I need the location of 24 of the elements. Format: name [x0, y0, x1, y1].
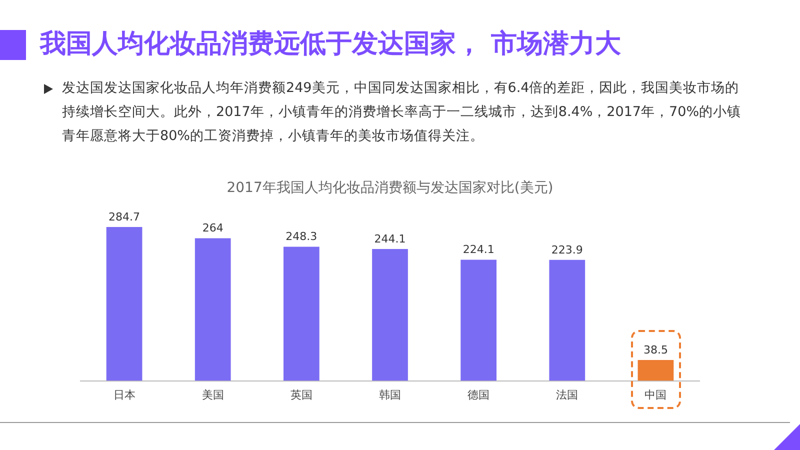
- data-label: 224.1: [462, 243, 494, 256]
- bar: [106, 227, 142, 381]
- text: 我国人均化妆品消费远低于发达国家， 市场潜力大: [40, 28, 622, 61]
- data-label: 264: [202, 222, 224, 235]
- data-label: 38.5: [643, 343, 668, 356]
- bar: [194, 238, 231, 381]
- text: 发达国发达国家化妆品人均年消费额249美元，中国同发达国家相比，有6.4倍的差距，因此，我国美妆市场的持续增长空间大。此外，2017年，小镇青年的消费增长率高于一二线城市，达到8.4%，2017年，70%的小镇青年愿意将大于80%的工资消费掉，小镇青年的美妆市场值得关注。: [62, 79, 742, 146]
- x-tick-label: 韩国: [379, 388, 401, 402]
- data-label: 244.1: [374, 232, 406, 246]
- data-label: 248.3: [286, 230, 318, 244]
- x-tick-label: 法国: [556, 388, 578, 402]
- x-tick-label: 日本: [113, 388, 136, 402]
- x-tick-label: 德国: [468, 389, 490, 402]
- data-label: 223.9: [551, 243, 583, 256]
- bar: [549, 260, 586, 381]
- bar: [460, 260, 497, 381]
- bar: [372, 248, 408, 381]
- chart-title: 2017年我国人均化妆品消费额与发达国家对比(美元): [226, 180, 554, 196]
- bar: [638, 360, 674, 381]
- x-tick-label: 中国: [644, 388, 667, 402]
- x-tick-label: 美国: [202, 388, 224, 402]
- data-label: 284.7: [108, 210, 140, 224]
- bar: [283, 246, 320, 381]
- x-tick-label: 英国: [290, 388, 312, 402]
